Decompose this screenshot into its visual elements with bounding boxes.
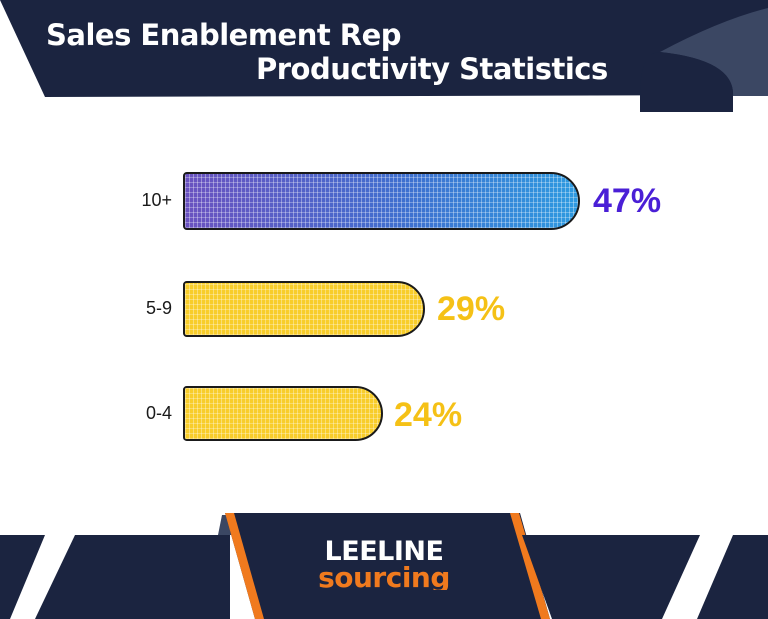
bar-chart: 10+ 47% 5-9 29% 0-4 24% bbox=[0, 140, 768, 470]
logo-text-leeline: LEELINE bbox=[324, 536, 444, 567]
category-label: 0-4 bbox=[145, 403, 172, 423]
category-label: 10+ bbox=[141, 190, 172, 210]
footer-background-shape bbox=[0, 513, 768, 619]
footer-banner: LEELINE sourcing bbox=[0, 505, 768, 619]
value-label: 47% bbox=[593, 182, 662, 220]
page-title-line2: Productivity Statistics bbox=[256, 52, 608, 86]
value-label: 29% bbox=[437, 290, 506, 328]
bar-row-0-4: 0-4 24% bbox=[0, 386, 768, 441]
bar-row-5-9: 5-9 29% bbox=[0, 281, 768, 337]
header-background-shape bbox=[0, 0, 768, 112]
header-banner: Sales Enablement Rep Productivity Statis… bbox=[0, 0, 768, 112]
page-title-line1: Sales Enablement Rep bbox=[46, 18, 402, 52]
bar-row-10plus: 10+ 47% bbox=[0, 172, 768, 230]
bar-5-9 bbox=[183, 281, 425, 337]
logo-text-sourcing: sourcing bbox=[318, 564, 450, 590]
value-label: 24% bbox=[394, 396, 463, 434]
bar-0-4 bbox=[183, 386, 383, 441]
category-label: 5-9 bbox=[145, 298, 172, 318]
bar-10plus bbox=[183, 172, 580, 230]
